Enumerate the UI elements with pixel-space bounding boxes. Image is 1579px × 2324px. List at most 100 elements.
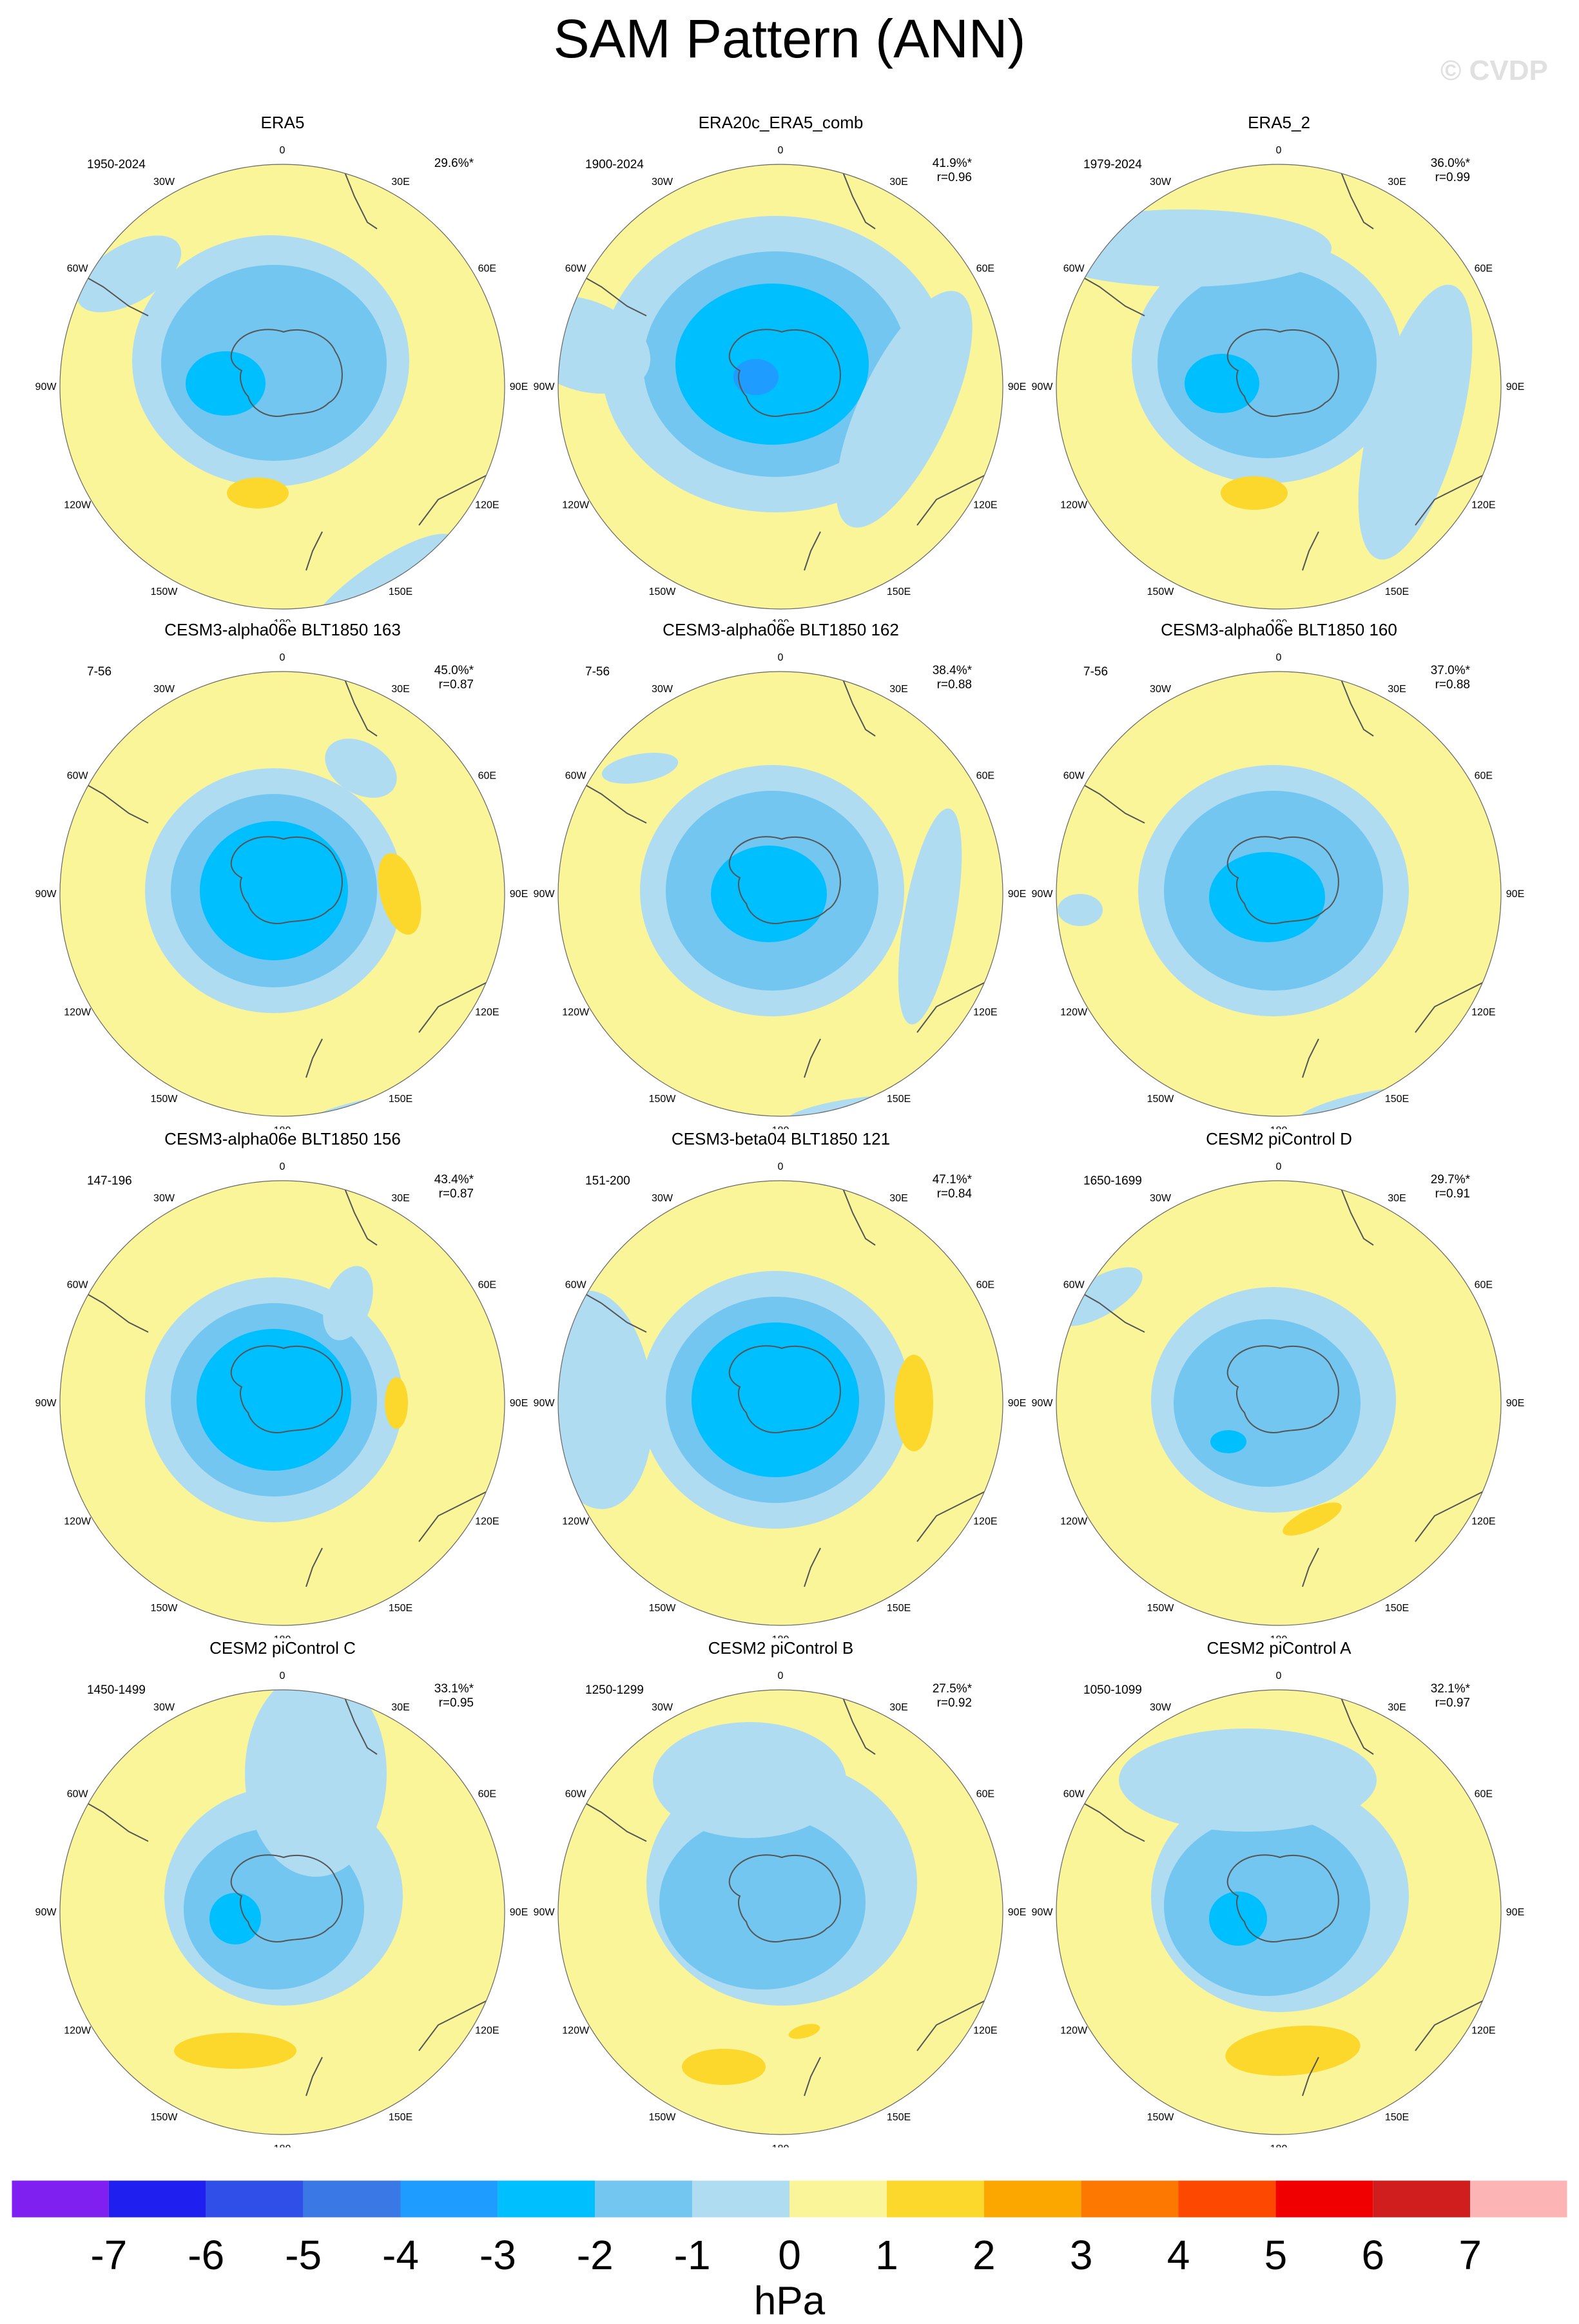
lon-label: 150E [887, 586, 911, 597]
map-border [59, 164, 505, 610]
lon-label: 120W [64, 1516, 92, 1527]
antarctica-coastline [230, 1345, 343, 1433]
africa-coastline [341, 164, 378, 229]
panel-variance-pct: 43.4%* [434, 1173, 474, 1186]
panel-variance-pct: 29.6%* [434, 157, 474, 170]
neg-1-contour [76, 235, 182, 313]
panel-title: CESM2 piControl C [209, 1638, 356, 1658]
neg-3-contour [1209, 1892, 1267, 1946]
polar-map: 0 30E 60E 90E 120E 150E 180 150W 120W 90W 60W 30W [35, 652, 528, 1129]
antarctica-coastline [1226, 1854, 1339, 1942]
lon-label: 60W [565, 771, 587, 782]
lon-label: 60W [67, 1280, 89, 1291]
lon-label: 150W [1147, 1603, 1175, 1614]
neg-3-contour [1185, 354, 1259, 413]
lon-label: 90E [1008, 889, 1026, 900]
australia-coastline [418, 1999, 490, 2051]
lon-label: 60E [1475, 1789, 1493, 1800]
antarctica-coastline [230, 329, 343, 417]
lon-label: 0 [280, 652, 286, 663]
lon-label: 0 [1276, 652, 1282, 663]
pos-1-contour [1225, 2026, 1361, 2076]
colorbar-tick-label: -5 [285, 2232, 322, 2278]
lon-label: 150W [1147, 2112, 1175, 2123]
colorbar-units: hPa [753, 2279, 826, 2323]
lon-label: 0 [280, 1670, 286, 1681]
lon-label: 150E [887, 2112, 911, 2123]
lon-label: 120E [973, 2026, 997, 2037]
lon-label: 150E [389, 1603, 412, 1614]
lon-label: 30W [1150, 1193, 1172, 1204]
neg-3-contour [675, 284, 869, 445]
panel-period: 7-56 [87, 665, 112, 679]
colorbar-segment [983, 2180, 1081, 2218]
neg-1-contour [323, 1266, 373, 1341]
lon-label: 180 [1270, 2144, 1288, 2147]
figure-title: SAM Pattern (ANN) [553, 8, 1026, 69]
lon-label: 0 [280, 145, 286, 156]
lon-label: 30W [153, 1702, 175, 1713]
neg-1-contour [653, 1722, 846, 1838]
neg-3-contour [692, 1322, 859, 1477]
lon-label: 150W [1147, 586, 1175, 597]
lon-label: 30W [153, 177, 175, 188]
panel-title: CESM3-alpha06e BLT1850 162 [663, 620, 899, 639]
lon-label: 30E [1388, 1702, 1406, 1713]
lon-label: 120E [475, 1007, 499, 1018]
lon-label: 60E [478, 1789, 496, 1800]
lon-label: 90W [1032, 1398, 1054, 1409]
colorbar-segment [12, 2180, 109, 2218]
map-border [1056, 1689, 1502, 2135]
map-panel: ERA5_2 1979-2024 36.0%* r=0.99 0 30E 60E 90… [1016, 113, 1542, 622]
africa-coastline [839, 1181, 876, 1246]
polar-map: 0 30E 60E 90E 120E 150E 180 150W 120W 90W 60W 30W [534, 1161, 1027, 1638]
antarctica-coastline [1226, 329, 1339, 417]
colorbar [12, 2180, 1567, 2218]
panel-variance-pct: 37.0%* [1430, 664, 1470, 677]
africa-coastline [341, 1690, 378, 1755]
panel-title: ERA5 [260, 113, 305, 132]
colorbar-tick-label: 0 [778, 2232, 801, 2278]
new-zealand-coastline [804, 1038, 821, 1078]
lon-label: 60W [565, 264, 587, 275]
neg-2-contour [1158, 267, 1377, 458]
australia-coastline [916, 1999, 989, 2051]
lon-label: 120E [973, 500, 997, 511]
map-border [557, 1180, 1003, 1626]
lon-label: 90E [1008, 1398, 1026, 1409]
lon-label: 150E [1385, 586, 1409, 597]
lon-label: 60W [67, 1789, 89, 1800]
lon-label: 30W [652, 684, 673, 695]
panel-pattern-corr: r=0.92 [936, 1696, 972, 1710]
neg-3-contour [1209, 852, 1325, 942]
panel-title: ERA5_2 [1248, 113, 1310, 132]
panel-period: 1450-1499 [87, 1683, 146, 1697]
colorbar-segment [303, 2180, 401, 2218]
panel-variance-pct: 29.7%* [1430, 1173, 1470, 1186]
lon-label: 0 [778, 1161, 784, 1172]
pos-1-contour [682, 2049, 766, 2085]
map-border [1056, 1180, 1502, 1626]
lon-label: 120W [562, 2026, 590, 2037]
antarctica-coastline [230, 836, 343, 924]
lon-label: 120E [475, 500, 499, 511]
panel-period: 7-56 [1083, 665, 1109, 679]
panel-title: CESM2 piControl D [1206, 1129, 1352, 1148]
lon-label: 150W [1147, 1094, 1175, 1105]
lon-label: 90W [534, 1907, 556, 1918]
panel-variance-pct: 45.0%* [434, 664, 474, 677]
neg-2-contour [659, 1816, 866, 1990]
neg-1-contour [558, 296, 651, 394]
lon-label: 180 [772, 618, 790, 622]
pos-1-contour [174, 2033, 296, 2069]
new-zealand-coastline [1302, 1547, 1319, 1587]
map-panel: CESM3-alpha06e BLT1850 160 7-56 37.0%* r… [1016, 620, 1542, 1129]
colorbar-segment [498, 2180, 596, 2218]
panel-period: 1050-1099 [1083, 1683, 1142, 1697]
australia-coastline [418, 473, 490, 526]
lon-label: 150W [649, 1603, 677, 1614]
lon-label: 90E [510, 382, 528, 392]
africa-coastline [1337, 1690, 1374, 1755]
lon-label: 120W [64, 2026, 92, 2037]
lon-label: 120W [64, 1007, 92, 1018]
